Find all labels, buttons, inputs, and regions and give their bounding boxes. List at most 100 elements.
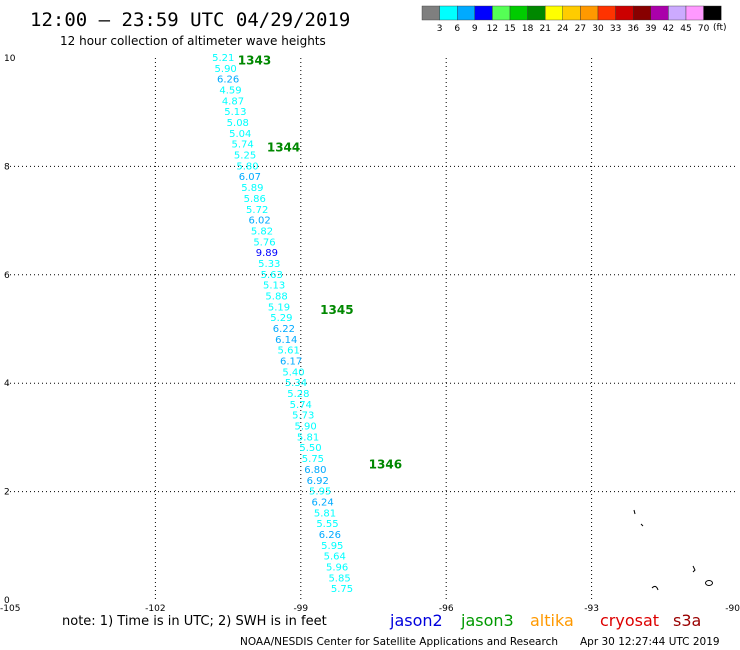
- satellite-label-s3a: s3a: [673, 611, 701, 630]
- swh-value: 5.75: [331, 584, 353, 595]
- coast-fragment: [705, 580, 713, 586]
- legend-label: 36: [627, 24, 639, 34]
- y-tick-label: 4: [4, 379, 10, 389]
- swh-value: 5.90: [215, 64, 237, 75]
- coast-fragment: [692, 565, 696, 573]
- footer-credit: NOAA/NESDIS Center for Satellite Applica…: [240, 636, 558, 648]
- color-legend: 3 6 9 12 15 18 21 24 27 30 33 36 39 42 45 70: [421, 5, 722, 34]
- swh-value: 5.28: [287, 389, 309, 400]
- coastline-fragments: [633, 509, 713, 591]
- swh-value: 5.72: [246, 205, 268, 216]
- legend-swatch: [580, 5, 599, 21]
- swh-value: 4.59: [219, 86, 241, 97]
- satellite-label-altika: altika: [530, 611, 574, 630]
- legend-swatch: [527, 5, 546, 21]
- swh-value: 5.40: [282, 367, 304, 378]
- x-tick-label: -102: [145, 604, 165, 614]
- swh-value: 5.33: [258, 259, 280, 270]
- swh-value: 5.08: [227, 118, 249, 129]
- legend-label: 12: [487, 24, 498, 34]
- time-label: 1344: [267, 140, 300, 154]
- chart-title: 12:00 – 23:59 UTC 04/29/2019: [30, 9, 350, 31]
- legend-swatch: [650, 5, 669, 21]
- legend-label: 70: [698, 24, 710, 34]
- legend-swatch: [509, 5, 528, 21]
- legend-swatch: [545, 5, 564, 21]
- legend-swatch: [492, 5, 511, 21]
- x-tick-label: -99: [293, 604, 308, 614]
- legend-label: 6: [454, 24, 460, 34]
- swh-value: 5.81: [297, 432, 319, 443]
- swh-value: 5.21: [212, 53, 234, 64]
- swh-value: 6.22: [273, 324, 295, 335]
- x-tick-label: -105: [0, 604, 20, 614]
- legend-swatch: [668, 5, 687, 21]
- chart-subtitle: 12 hour collection of altimeter wave hei…: [60, 34, 326, 48]
- swh-value: 6.26: [319, 530, 341, 541]
- swh-value: 5.74: [290, 400, 312, 411]
- y-tick-label: 8: [4, 162, 10, 172]
- swh-points: 5.215.906.264.594.875.135.085.045.745.25…: [212, 53, 353, 595]
- legend-swatch: [421, 5, 440, 21]
- y-tick-label: 6: [4, 271, 10, 281]
- swh-value: 5.61: [278, 346, 300, 357]
- legend-label: 24: [557, 24, 569, 34]
- time-label: 1346: [369, 458, 402, 472]
- legend-label: 9: [472, 24, 478, 34]
- y-tick-label: 10: [4, 54, 16, 64]
- swh-value: 5.13: [263, 281, 285, 292]
- swh-value: 5.95: [309, 487, 331, 498]
- coast-fragment: [640, 523, 644, 527]
- satellite-label-jason3: jason3: [460, 611, 514, 630]
- swh-value: 4.87: [222, 96, 244, 107]
- swh-value: 6.24: [311, 497, 333, 508]
- swh-value: 6.14: [275, 335, 297, 346]
- swh-value: 5.85: [328, 573, 350, 584]
- time-label: 1345: [320, 303, 353, 317]
- legend-label: 3: [437, 24, 443, 34]
- y-axis-ticks: 0 2 4 6 8 10: [4, 54, 16, 606]
- swh-value: 5.74: [232, 140, 254, 151]
- swh-value: 5.86: [244, 194, 266, 205]
- swh-value: 6.92: [307, 476, 329, 487]
- legend-label: 27: [575, 24, 586, 34]
- x-tick-label: -93: [584, 604, 599, 614]
- legend-label: 30: [592, 24, 604, 34]
- swh-value: 5.80: [236, 161, 258, 172]
- satellite-label-cryosat: cryosat: [600, 611, 659, 630]
- swh-value: 5.29: [270, 313, 292, 324]
- legend-label: 33: [610, 24, 621, 34]
- swh-value: 6.17: [280, 357, 302, 368]
- x-tick-label: -90: [725, 604, 740, 614]
- swh-value: 5.04: [229, 129, 251, 140]
- legend-swatch: [685, 5, 704, 21]
- swh-value: 5.75: [302, 454, 324, 465]
- legend-swatch: [457, 5, 476, 21]
- swh-value: 5.88: [265, 291, 287, 302]
- coast-fragment: [651, 585, 659, 591]
- legend-swatch: [439, 5, 458, 21]
- swh-value: 5.76: [253, 237, 275, 248]
- legend-swatch: [597, 5, 616, 21]
- legend-swatch: [615, 5, 634, 21]
- legend-swatch: [703, 5, 722, 21]
- swh-value: 5.63: [261, 270, 283, 281]
- satellite-legend: jason2 jason3 altika cryosat s3a: [389, 611, 701, 630]
- swh-value: 5.55: [316, 519, 338, 530]
- swh-value: 5.95: [321, 541, 343, 552]
- swh-value: 5.34: [285, 378, 307, 389]
- x-tick-label: -96: [439, 604, 454, 614]
- swh-value: 5.81: [314, 508, 336, 519]
- legend-swatch: [474, 5, 493, 21]
- y-tick-label: 0: [4, 596, 10, 606]
- legend-label: 21: [539, 24, 550, 34]
- legend-label: 18: [522, 24, 534, 34]
- swh-value: 5.73: [292, 411, 314, 422]
- swh-value: 5.96: [326, 562, 348, 573]
- legend-swatch: [562, 5, 581, 21]
- swh-value: 5.90: [295, 422, 317, 433]
- satellite-label-jason2: jason2: [389, 611, 443, 630]
- legend-label: 42: [663, 24, 674, 34]
- footer-timestamp: Apr 30 12:27:44 UTC 2019: [580, 636, 720, 648]
